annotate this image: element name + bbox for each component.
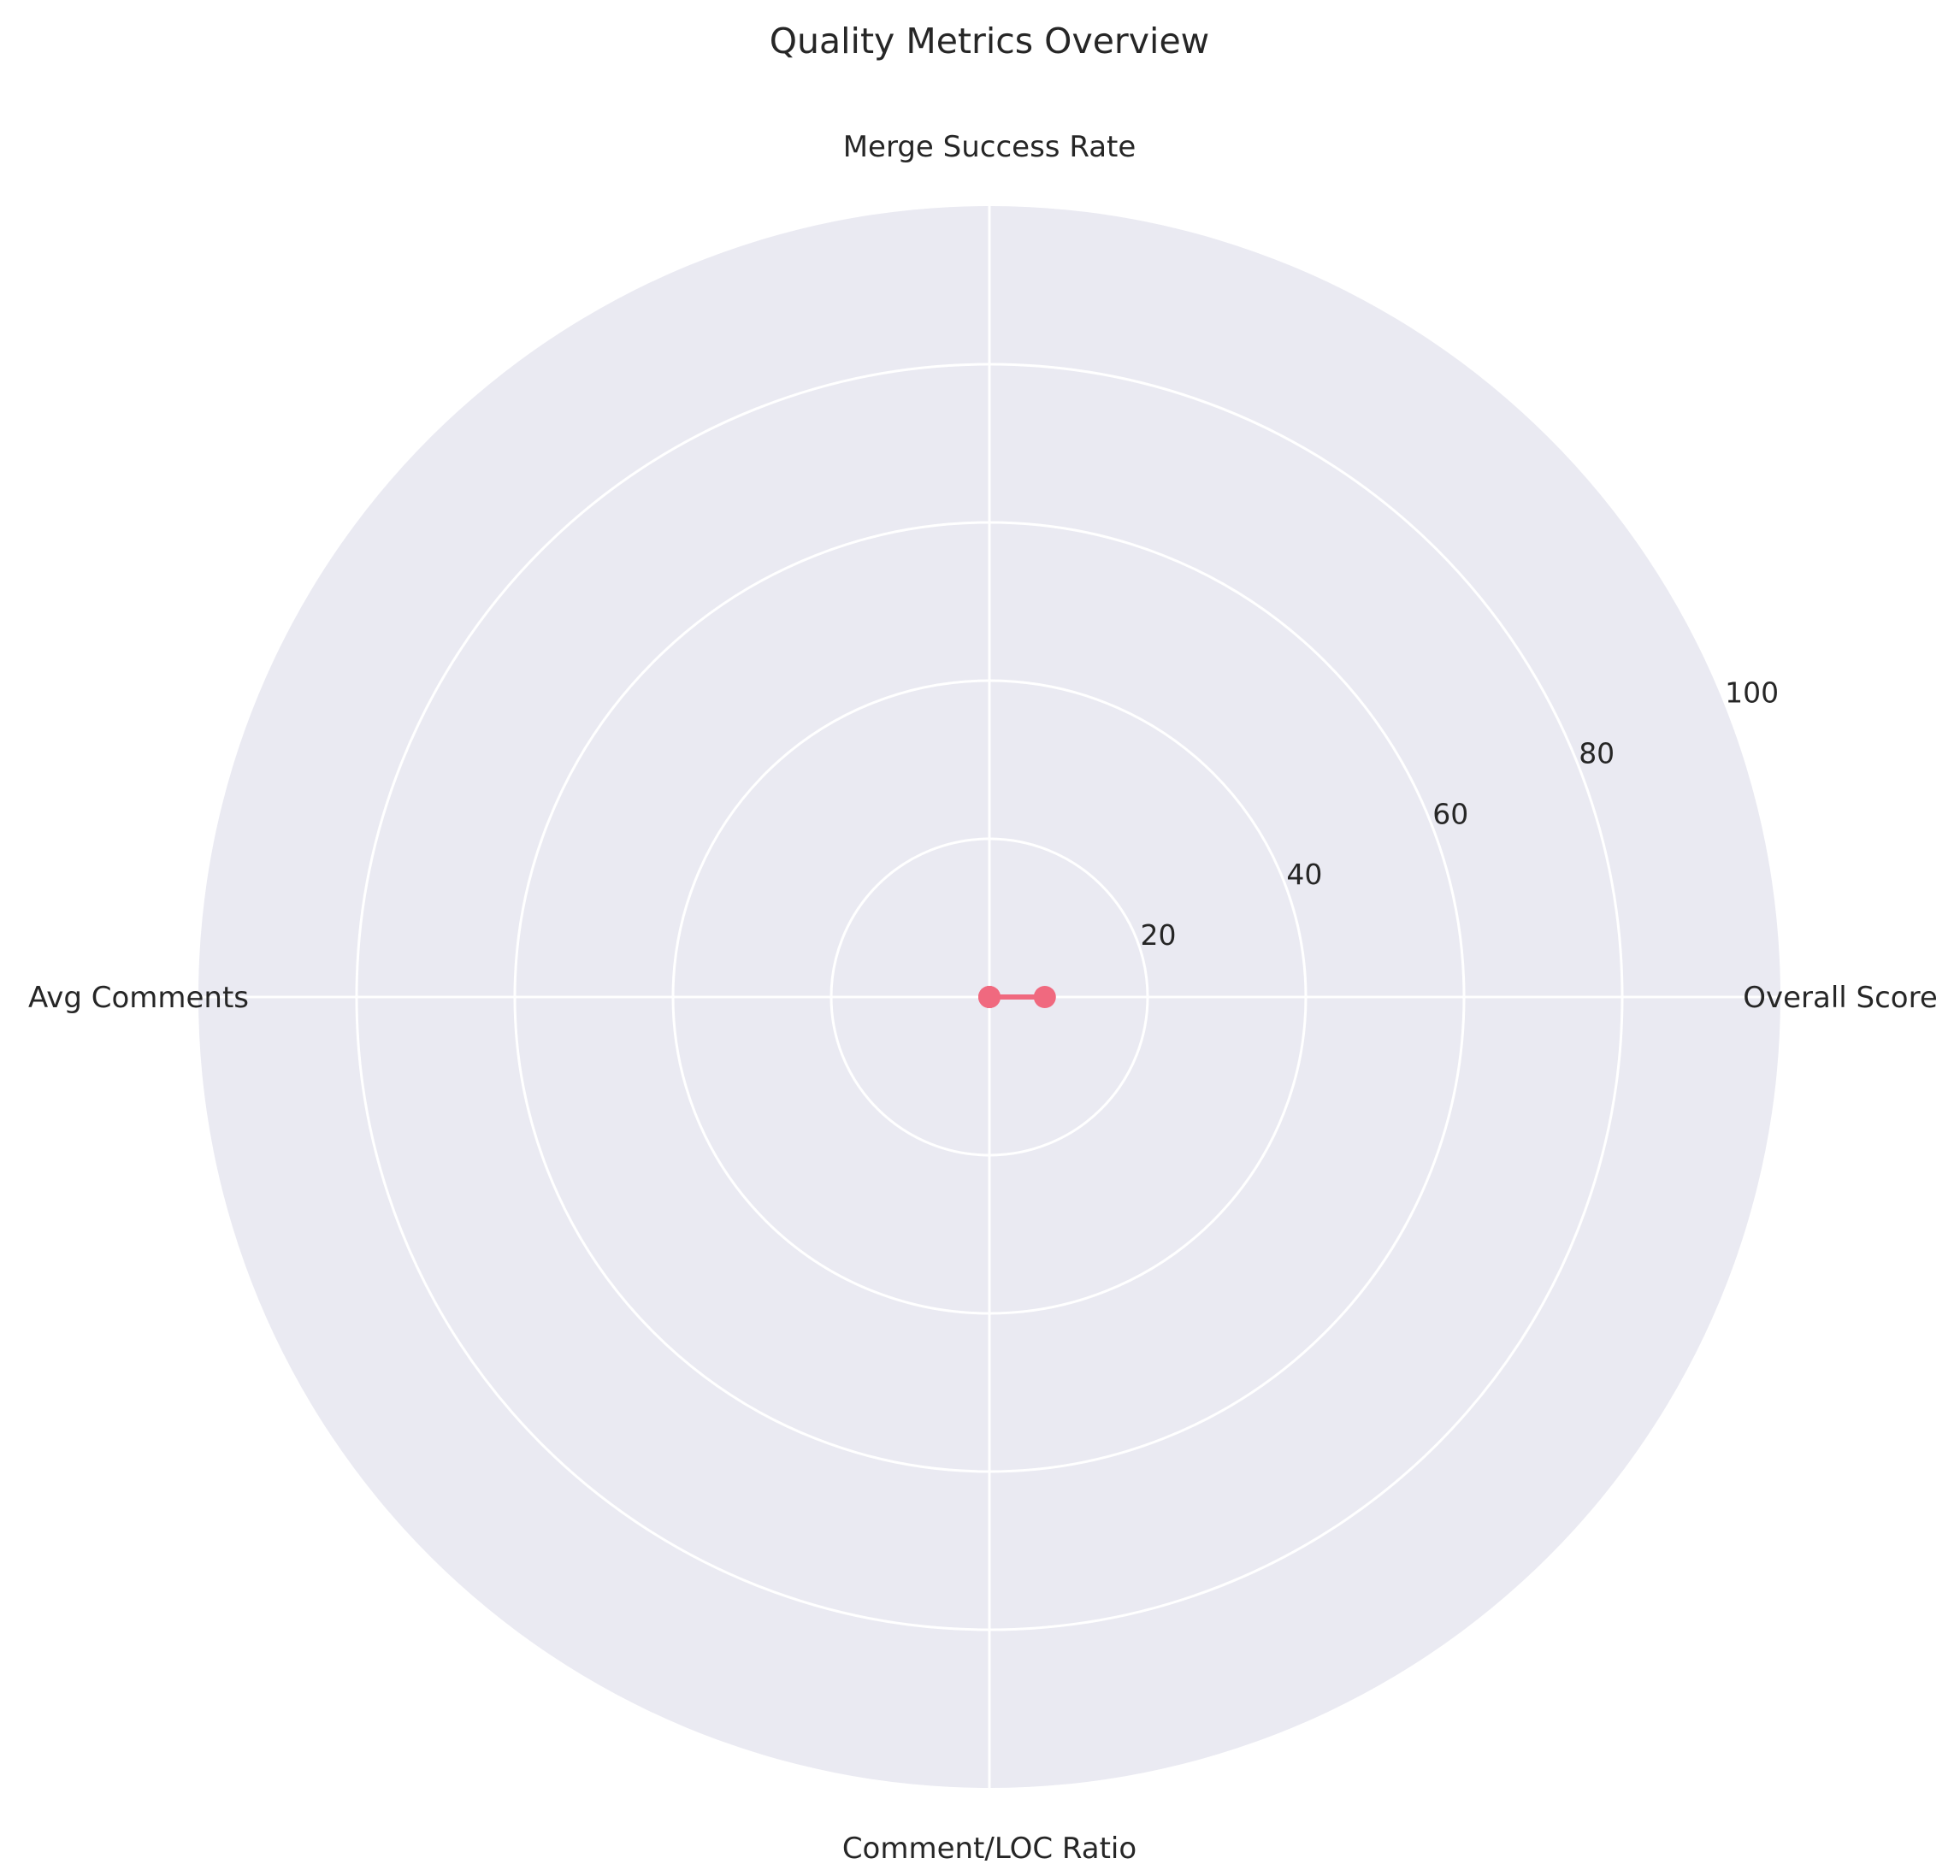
data-series xyxy=(978,986,1056,1008)
axis-label: Avg Comments xyxy=(28,981,249,1015)
chart-title: Quality Metrics Overview xyxy=(770,21,1209,62)
axis-labels: Overall Score Merge Success Rate Avg Comme… xyxy=(28,130,1938,1866)
tick-label: 80 xyxy=(1579,737,1615,770)
axis-label: Comment/LOC Ratio xyxy=(842,1832,1136,1866)
axis-label: Merge Success Rate xyxy=(843,130,1136,164)
data-point xyxy=(978,986,1001,1008)
data-point xyxy=(1033,986,1056,1008)
tick-label: 20 xyxy=(1141,918,1177,952)
radial-tick-labels: 20 40 60 80 100 xyxy=(1141,676,1780,952)
axis-spokes xyxy=(198,206,1780,1788)
axis-label: Overall Score xyxy=(1743,981,1938,1015)
tick-label: 60 xyxy=(1432,797,1468,830)
tick-label: 100 xyxy=(1725,676,1779,710)
tick-label: 40 xyxy=(1286,858,1322,891)
